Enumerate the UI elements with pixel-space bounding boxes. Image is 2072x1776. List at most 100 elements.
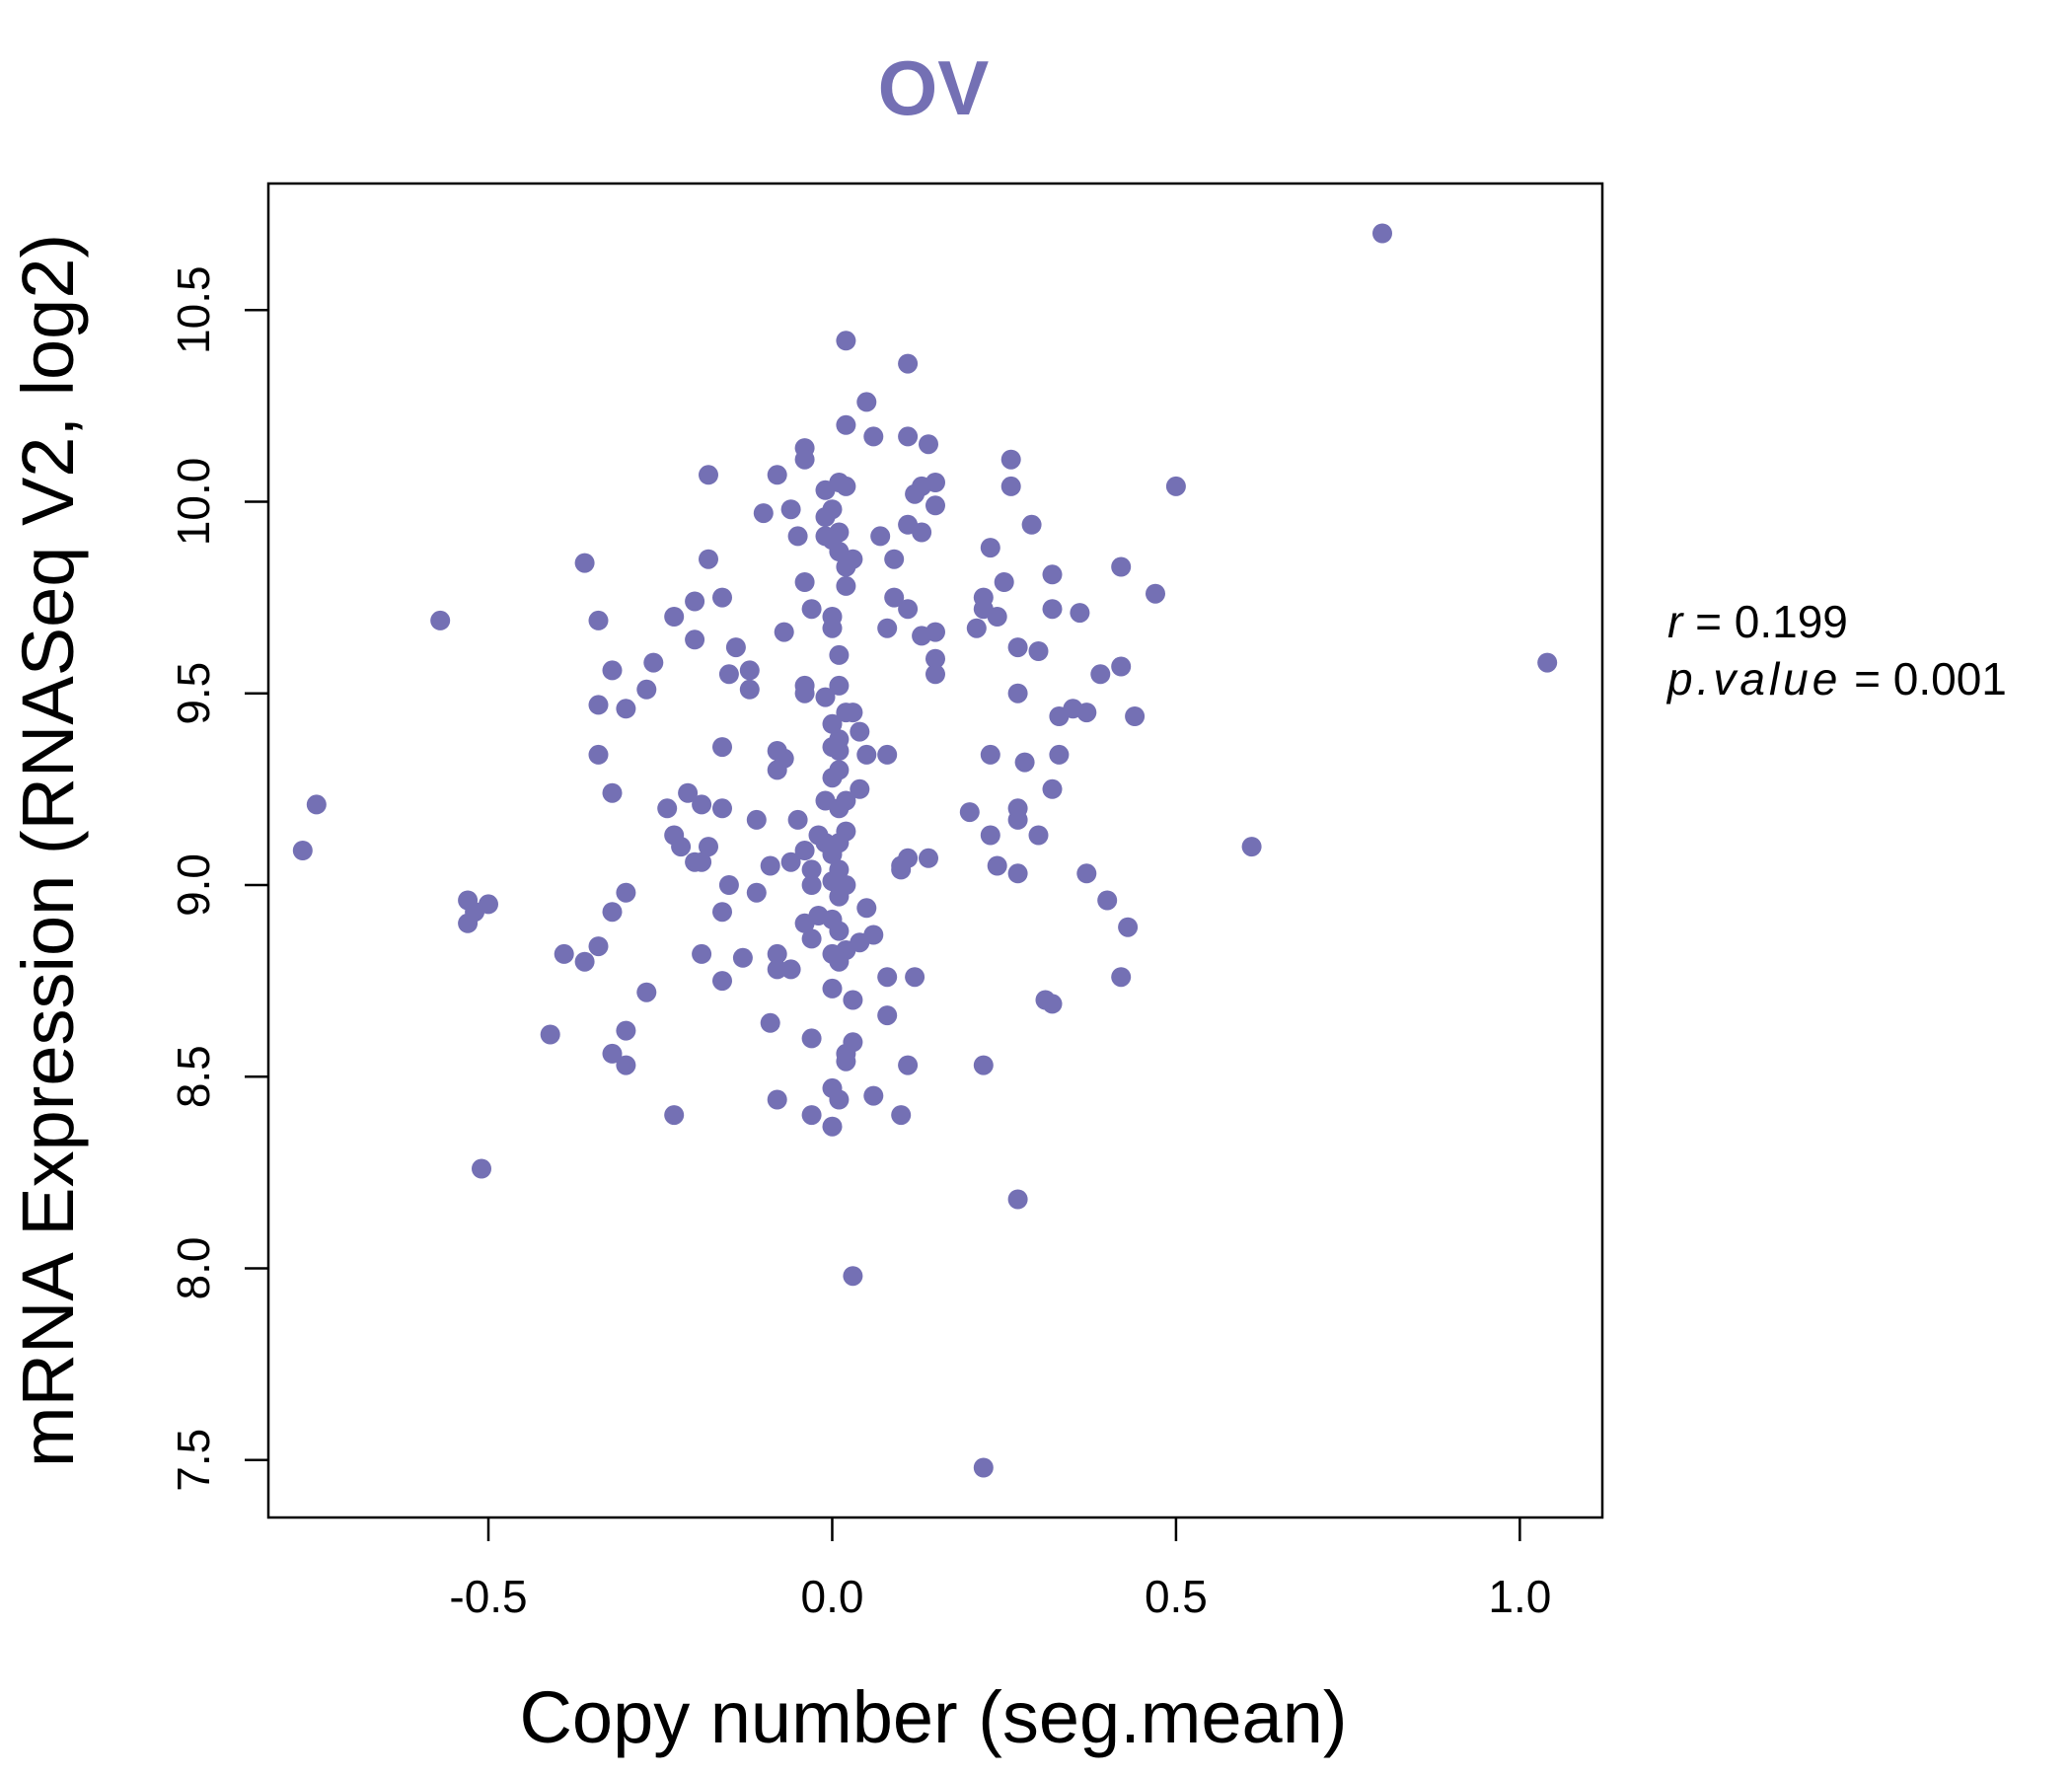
data-point [1042,778,1063,799]
data-point [1090,664,1111,685]
data-point [822,978,843,999]
data-point [574,553,595,573]
data-point [643,652,664,673]
data-point [732,947,753,968]
data-point [815,507,836,527]
y-tick-label: 10.5 [168,265,219,354]
data-point [739,679,760,700]
data-point [588,936,609,957]
data-point [856,392,877,412]
data-point [801,1105,822,1126]
y-tick-label: 7.5 [168,1429,219,1492]
data-point [1241,837,1262,857]
data-point [767,943,787,964]
data-point [973,1055,994,1075]
data-point [588,744,609,765]
data-point [919,434,938,455]
data-point [1125,706,1146,726]
data-point [1007,863,1028,884]
data-point [891,1105,912,1126]
data-point [801,599,822,620]
data-point [850,778,870,799]
r-symbol: r [1667,596,1684,647]
data-point [905,483,925,504]
data-point [692,794,712,815]
chart-title: OV [878,44,990,131]
data-point [863,426,884,447]
data-point [822,768,843,788]
data-point [1097,890,1118,911]
p-value-label: p.value = 0.001 [1665,653,2007,704]
data-point [843,990,863,1010]
data-point [1007,1189,1028,1210]
data-point [602,660,623,681]
x-tick-label: 0.0 [800,1571,863,1622]
data-point [1028,641,1049,661]
data-point [850,721,870,742]
data-point [1028,825,1049,846]
data-point [877,1005,898,1026]
y-tick-label: 9.0 [168,853,219,917]
data-point [767,1089,787,1110]
data-point [1021,514,1042,535]
data-point [836,556,856,577]
data-point [1111,556,1132,577]
data-point [602,782,623,803]
data-point [1042,599,1063,620]
data-point [794,913,815,933]
data-point [760,1012,780,1033]
data-point [699,837,718,857]
data-point [884,587,905,608]
data-point [780,851,801,872]
y-axis: 7.5 8.0 8.5 9.0 9.5 10.0 10.5 [168,265,268,1492]
plot-area [292,223,1558,1478]
data-point [973,1457,994,1478]
data-point [794,675,815,696]
data-point [822,713,843,734]
data-point [554,943,574,964]
data-point [856,744,877,765]
data-point [801,875,822,895]
data-point [588,610,609,630]
data-point [472,1158,491,1179]
data-point [588,695,609,715]
data-point [829,675,850,696]
data-point [725,637,746,658]
data-point [616,699,636,719]
data-point [898,514,919,535]
data-point [712,798,732,819]
y-tick-label: 8.0 [168,1236,219,1299]
data-point [1146,583,1165,604]
data-point [1118,917,1139,937]
data-point [712,587,732,608]
data-point [540,1024,560,1045]
data-point [292,841,313,860]
data-point [602,902,623,923]
x-tick-label: 1.0 [1488,1571,1551,1622]
data-point [306,794,327,815]
data-point [685,591,705,612]
data-point [739,660,760,681]
data-point [794,572,815,592]
data-point [836,414,856,435]
data-point [616,1020,636,1041]
data-point [746,809,767,830]
data-point [1000,476,1021,496]
data-point [1372,223,1392,244]
data-point [657,798,678,819]
data-point [692,943,712,964]
x-tick-label: -0.5 [449,1571,527,1622]
data-point [712,902,732,923]
y-tick-label: 8.5 [168,1045,219,1108]
data-point [877,744,898,765]
data-point [898,353,919,374]
data-point [815,790,836,811]
data-point [877,967,898,988]
data-point [801,1028,822,1049]
data-point [801,928,822,949]
data-point [1049,706,1070,726]
data-point [1111,967,1132,988]
data-point [877,618,898,638]
data-point [465,902,485,923]
